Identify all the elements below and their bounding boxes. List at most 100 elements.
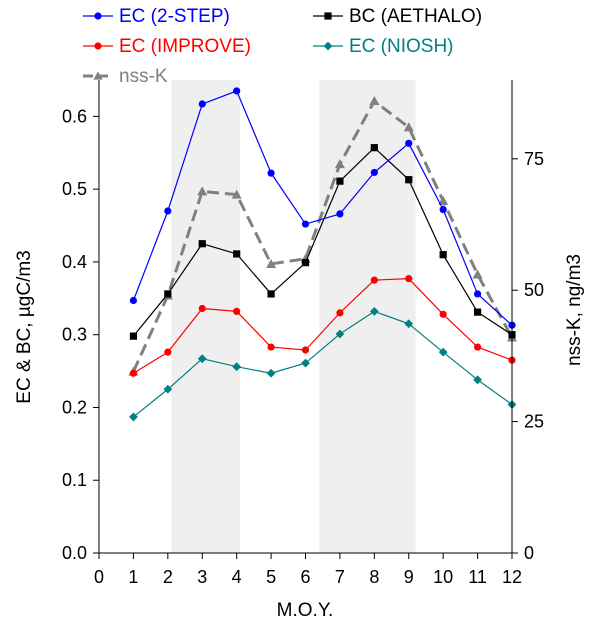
series-line [132, 147, 513, 337]
legend-item: BC (AETHALO) [313, 6, 482, 27]
legend-label: EC (2-STEP) [119, 6, 230, 27]
series-ec-improve [129, 275, 516, 377]
y-left-tick-label: 0.5 [62, 179, 87, 199]
x-tick-label: 6 [300, 567, 310, 587]
x-tick-label: 9 [404, 567, 414, 587]
series-line [132, 99, 514, 373]
legend-item: nss-K [83, 66, 168, 87]
y-right-tick-label: 0 [524, 543, 534, 563]
data-point [163, 384, 173, 394]
data-point [472, 269, 483, 279]
data-point [197, 186, 208, 196]
data-point [439, 310, 447, 318]
data-point [129, 296, 138, 305]
data-point [403, 122, 414, 132]
series-bc-aethalo [129, 144, 516, 340]
legend-label: EC (NIOSH) [349, 36, 454, 57]
data-point [233, 307, 241, 316]
data-point [438, 347, 448, 357]
y-axis-label-left: EC & BC, µgC/m3 [14, 250, 35, 403]
data-point [404, 319, 414, 329]
legend-swatch-marker [93, 71, 103, 80]
data-point [232, 362, 242, 372]
data-point [164, 207, 172, 215]
legend-label: EC (IMPROVE) [119, 36, 251, 57]
x-tick-label: 4 [232, 567, 242, 587]
x-tick-label: 5 [266, 567, 276, 587]
data-point [267, 169, 275, 177]
data-point [405, 139, 413, 147]
data-point [405, 176, 413, 184]
x-tick-label: 7 [335, 567, 345, 587]
data-point [369, 96, 380, 106]
data-point [233, 87, 241, 95]
legend-swatch-marker [324, 12, 332, 20]
data-point [301, 220, 310, 228]
legend-swatch-marker [94, 12, 102, 20]
data-point [473, 343, 482, 351]
data-point [266, 258, 277, 268]
y-left-tick-label: 0.0 [62, 543, 87, 563]
data-point [198, 304, 206, 313]
series-line [132, 90, 513, 326]
data-point [334, 159, 345, 169]
x-tick-label: 1 [128, 567, 138, 587]
legend-item: EC (NIOSH) [313, 36, 454, 57]
x-tick-label: 2 [163, 567, 173, 587]
data-point [438, 195, 449, 205]
x-tick-label: 0 [94, 567, 104, 587]
data-point [369, 307, 379, 316]
y-axis-label-right: nss-K, ng/m3 [564, 254, 585, 366]
y-right-tick-label: 50 [524, 280, 544, 300]
data-point [439, 251, 447, 259]
y-right-tick-label: 75 [524, 149, 544, 169]
y-right-tick-label: 25 [524, 412, 544, 432]
x-axis-label: M.O.Y. [277, 600, 334, 621]
x-tick-label: 10 [433, 567, 453, 587]
data-point [301, 259, 310, 267]
data-point [233, 250, 241, 258]
data-point [301, 346, 310, 354]
data-point [164, 348, 172, 356]
data-point [231, 189, 242, 199]
data-point [267, 290, 275, 298]
data-point [370, 276, 378, 284]
x-tick-label: 8 [369, 567, 379, 587]
data-point [473, 308, 482, 316]
legend-item: EC (IMPROVE) [83, 36, 251, 57]
shaded-region-1 [171, 80, 241, 553]
data-point [129, 332, 138, 340]
data-point [129, 412, 138, 422]
data-point [267, 343, 275, 351]
y-left-tick-label: 0.1 [62, 470, 87, 490]
legend: EC (2-STEP) BC (AETHALO) EC (IMPROVE) EC (N… [83, 6, 482, 87]
data-point [473, 375, 482, 385]
data-point [266, 368, 276, 378]
y-left-tick-label: 0.2 [62, 397, 87, 417]
y-left-tick-label: 0.6 [62, 106, 87, 126]
data-point [336, 309, 344, 317]
legend-swatch-marker [323, 41, 333, 51]
series-line [133, 310, 513, 418]
data-point [197, 354, 207, 364]
x-tick-label: 3 [197, 567, 207, 587]
legend-swatch-marker [94, 42, 102, 50]
legend-label: nss-K [119, 66, 168, 87]
data-point [198, 240, 206, 248]
x-tick-label: 12 [502, 567, 522, 587]
series-line [133, 278, 513, 374]
data-point [473, 290, 482, 298]
data-point [336, 210, 344, 218]
legend-label: BC (AETHALO) [349, 6, 482, 27]
data-point [198, 100, 206, 108]
data-point [370, 168, 378, 177]
x-tick-label: 11 [468, 567, 487, 587]
data-point [336, 177, 344, 185]
data-point [405, 275, 413, 283]
y-left-tick-label: 0.4 [62, 252, 87, 272]
shaded-regions [171, 80, 416, 553]
data-point [335, 329, 345, 339]
data-point [129, 369, 138, 377]
